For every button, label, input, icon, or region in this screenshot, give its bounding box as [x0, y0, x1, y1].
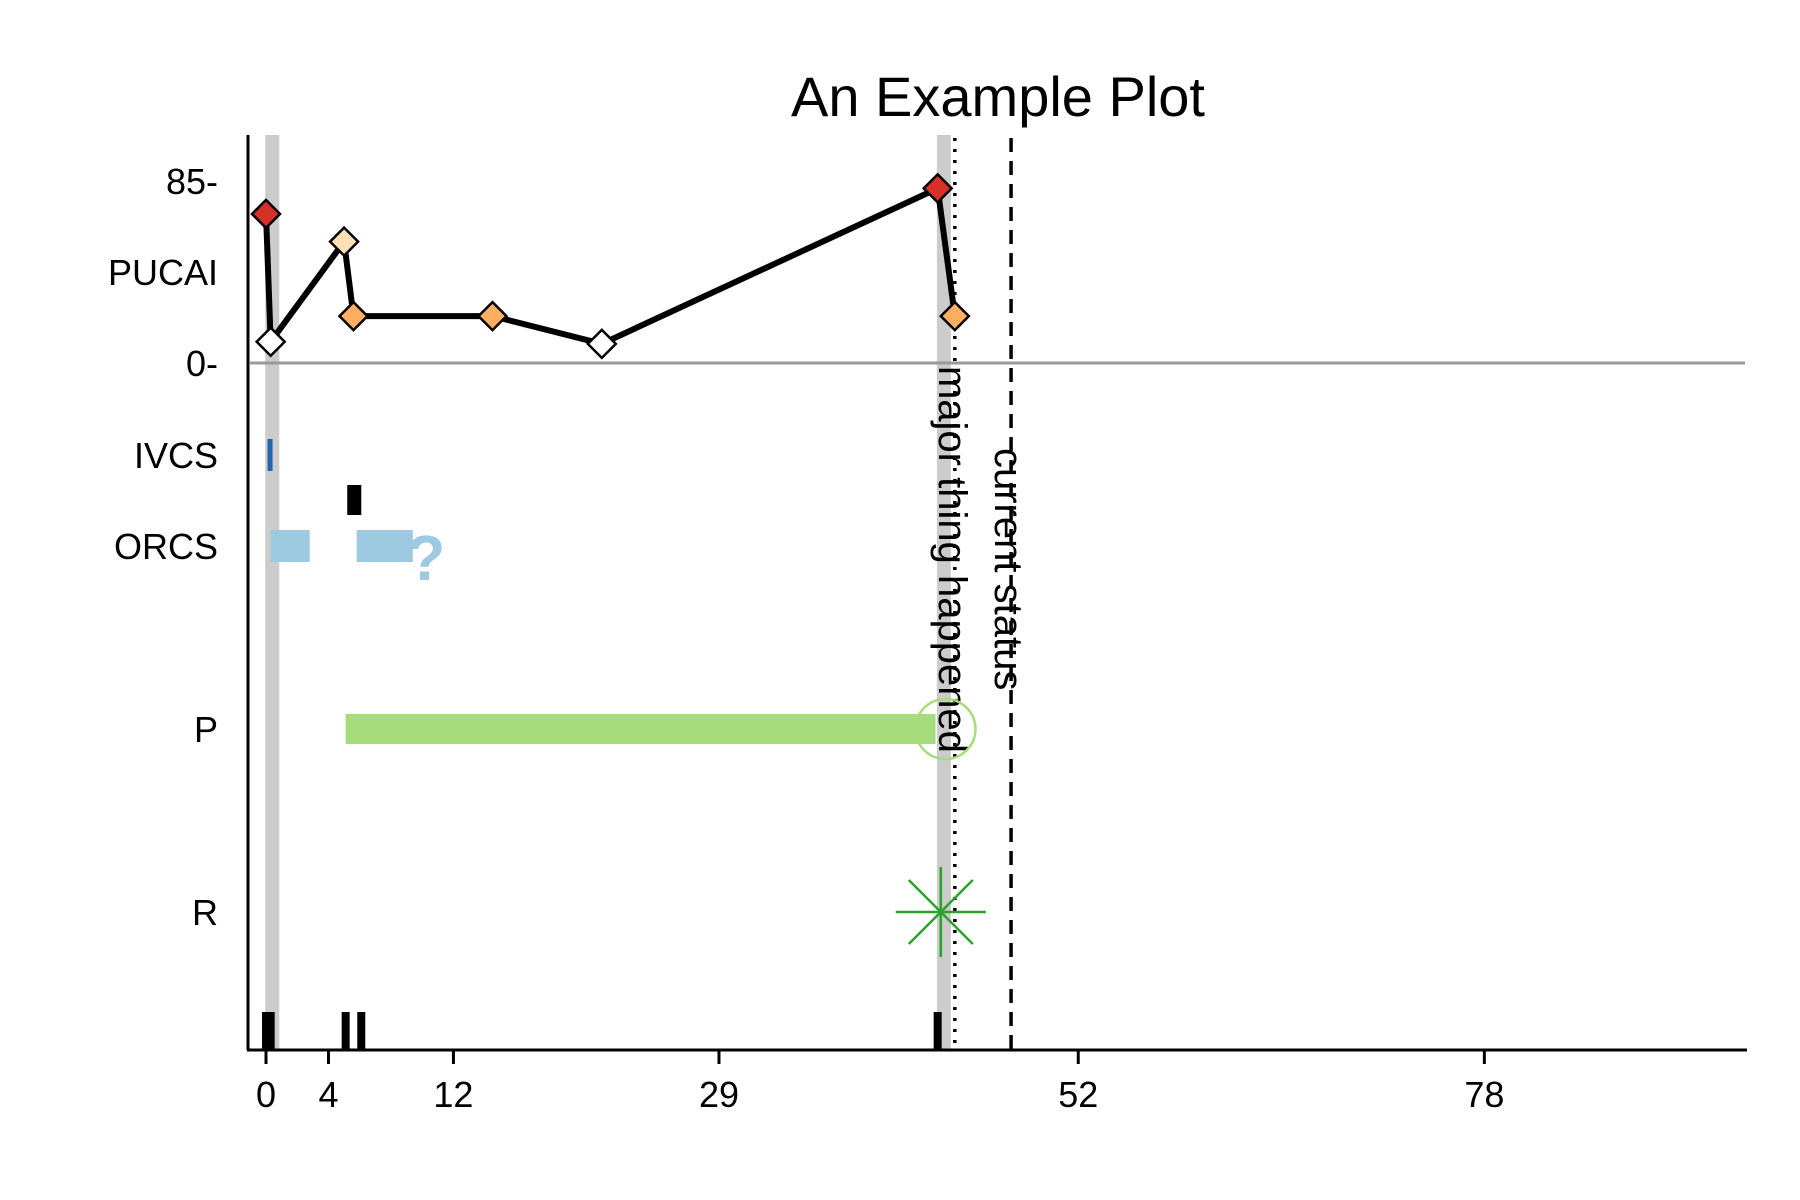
p-label: P: [194, 709, 218, 750]
row-labels: 85- PUCAI 0- IVCS ORCS P R: [108, 161, 218, 933]
pucai-point: [476, 300, 509, 332]
pucai-point: [921, 172, 954, 205]
orcs-label: ORCS: [114, 526, 218, 567]
orcs-segment: [270, 530, 310, 562]
rug-tick: [266, 1012, 275, 1050]
pucai-point: [328, 225, 360, 258]
r-event-marker: [895, 867, 986, 957]
pucai-point: [939, 300, 971, 332]
highlight-bands: [265, 135, 951, 1050]
pucai-point: [586, 328, 618, 360]
tracks: ?: [267, 439, 986, 957]
pucai-point: [254, 325, 287, 358]
rug-tick: [933, 1012, 942, 1050]
pucai-line: [263, 185, 958, 347]
x-tick-label: 0: [256, 1074, 276, 1115]
chart-title: An Example Plot: [791, 65, 1205, 128]
pucai-point: [337, 300, 370, 332]
ivcs-label: IVCS: [134, 435, 218, 476]
x-tick-label: 12: [433, 1074, 473, 1115]
pucai-point: [250, 198, 282, 230]
p-ongoing-marker: [914, 697, 977, 761]
x-axis-ticks: 0 4 12 29 52 78: [256, 1050, 1504, 1115]
x-tick-label: 52: [1058, 1074, 1098, 1115]
pucai-max-label: 85-: [166, 161, 218, 202]
x-tick-label: 29: [699, 1074, 739, 1115]
annotation-current-status: current status: [986, 448, 1030, 690]
pucai-min-label: 0-: [186, 343, 218, 384]
p-segment: [345, 714, 936, 744]
ivcs-dose-mark: [347, 485, 362, 515]
rug-tick: [357, 1012, 366, 1050]
ivcs-segment: [267, 439, 273, 471]
rug-tick: [262, 1012, 270, 1050]
r-label: R: [192, 892, 218, 933]
rug-tick: [341, 1012, 350, 1050]
orcs-unknown-marker: ?: [406, 522, 445, 594]
pucai-series: [250, 172, 971, 360]
orcs-segment: [356, 530, 413, 562]
rug-ticks: [262, 1012, 942, 1050]
x-tick-label: 78: [1464, 1074, 1504, 1115]
annotation-major-thing: major thing happened: [930, 366, 974, 753]
pucai-label: PUCAI: [108, 252, 218, 293]
x-tick-label: 4: [318, 1074, 338, 1115]
